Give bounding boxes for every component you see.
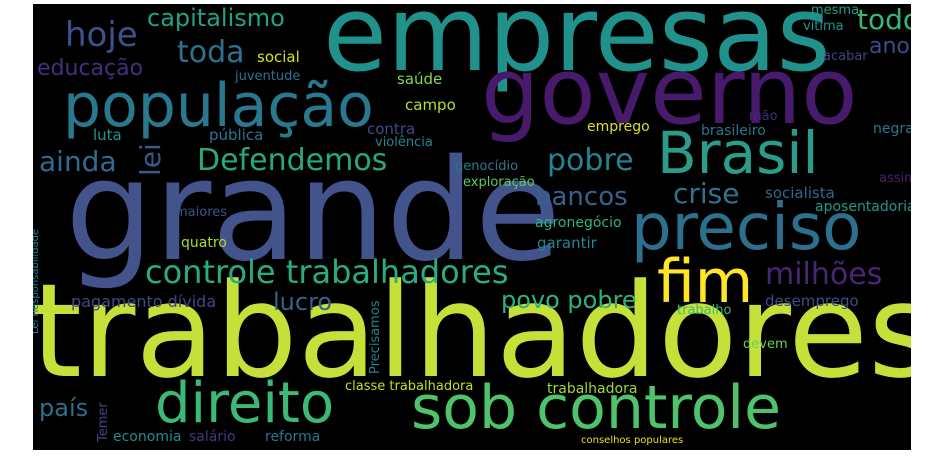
- word-social: social: [257, 48, 300, 66]
- word-campo: campo: [405, 96, 456, 114]
- word-aposentadoria: aposentadoria: [815, 199, 911, 215]
- word-hoje: hoje: [65, 15, 138, 55]
- word-contra: contra: [367, 120, 416, 138]
- word-exploracao: exploração: [463, 175, 535, 190]
- word-ano: ano: [869, 34, 910, 59]
- word-pobre: pobre: [547, 143, 634, 178]
- word-vitima: vítima: [803, 19, 844, 34]
- word-pais: país: [39, 394, 89, 422]
- word-povo-pobre: povo pobre: [501, 286, 637, 314]
- word-lucro: lucro: [273, 288, 333, 316]
- word-emprego: emprego: [587, 119, 650, 135]
- word-publica: pública: [209, 126, 264, 144]
- word-defendemos: Defendemos: [197, 143, 388, 178]
- word-lei: lei: [134, 143, 167, 176]
- word-socialista: socialista: [765, 184, 835, 202]
- word-devem: devem: [743, 337, 788, 352]
- word-brasil: Brasil: [657, 119, 819, 187]
- word-cloud: trabalhadores grande empresas governo so…: [33, 4, 911, 450]
- word-mao: mão: [749, 109, 778, 124]
- word-direito: direito: [155, 371, 335, 436]
- word-luta: luta: [93, 126, 122, 144]
- word-educacao: educação: [37, 56, 144, 81]
- word-classe-trabalhadora: classe trabalhadora: [345, 379, 474, 394]
- word-toda: toda: [177, 35, 245, 70]
- word-agronegocio: agronegócio: [535, 215, 622, 231]
- word-populacao: população: [63, 71, 374, 141]
- word-reforma: reforma: [265, 429, 321, 445]
- word-ainda: ainda: [39, 145, 117, 178]
- word-garantir: garantir: [537, 234, 597, 252]
- word-grande: grande: [65, 130, 561, 293]
- word-lei-responsabilidade: Lei Responsabilidade: [33, 228, 41, 334]
- word-sob-controle: sob controle: [411, 373, 782, 443]
- word-economia: economia: [113, 429, 182, 445]
- word-salario: salário: [189, 429, 236, 445]
- word-trabalhadores: trabalhadores: [33, 255, 911, 407]
- word-preciso: preciso: [631, 191, 862, 265]
- word-violencia: violência: [375, 135, 433, 150]
- word-quatro: quatro: [181, 235, 227, 251]
- word-empresas: empresas: [323, 4, 831, 95]
- word-maiores: maiores: [175, 205, 228, 220]
- word-controle-trabalhadores: controle trabalhadores: [145, 253, 509, 291]
- word-pagamento-divida: pagamento dívida: [71, 292, 217, 311]
- word-acabar: acabar: [823, 49, 868, 64]
- word-genocidio: genocídio: [455, 159, 519, 174]
- word-fim: fim: [657, 247, 754, 317]
- word-desemprego: desemprego: [765, 292, 859, 310]
- word-bancos: bancos: [535, 182, 628, 212]
- word-todo: todo: [857, 4, 911, 36]
- word-temer: Temer: [96, 402, 111, 442]
- word-conselhos-populares: conselhos populares: [581, 435, 684, 446]
- word-juventude: juventude: [235, 69, 301, 84]
- word-governo: governo: [481, 38, 858, 145]
- word-capitalismo: capitalismo: [147, 4, 285, 32]
- word-assim: assim: [879, 171, 911, 186]
- word-milhoes: milhões: [765, 257, 883, 292]
- word-mesma: mesma: [811, 4, 860, 18]
- word-crise: crise: [673, 177, 740, 210]
- word-trabalho: trabalho: [677, 303, 732, 318]
- word-precisamos: Precisamos: [368, 300, 383, 374]
- word-trabalhadora: trabalhadora: [547, 381, 638, 397]
- word-saude: saúde: [397, 70, 443, 88]
- word-brasileiro: brasileiro: [701, 123, 766, 139]
- word-negra: negra: [873, 121, 911, 137]
